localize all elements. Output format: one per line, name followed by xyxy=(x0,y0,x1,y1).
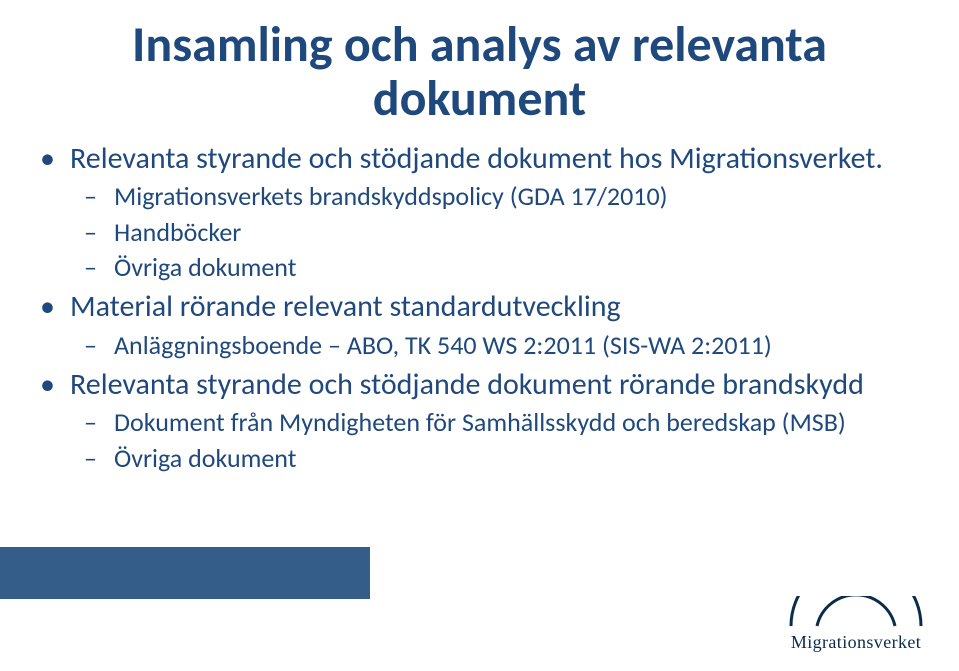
list-item: Anläggningsboende – ABO, TK 540 WS 2:201… xyxy=(114,329,925,362)
bullet-text: Material rörande relevant standardutveck… xyxy=(70,288,621,325)
bullet-text: Relevanta styrande och stödjande dokumen… xyxy=(70,366,864,403)
bullet-list: Relevanta styrande och stödjande dokumen… xyxy=(34,140,925,475)
list-item: Dokument från Myndigheten för Samhällssk… xyxy=(114,406,925,439)
list-item: Migrationsverkets brandskyddspolicy (GDA… xyxy=(114,180,925,213)
list-item: Handböcker xyxy=(114,216,925,249)
sub-list: Anläggningsboende – ABO, TK 540 WS 2:201… xyxy=(70,329,925,362)
sub-list: Dokument från Myndigheten för Samhällssk… xyxy=(70,406,925,475)
logo-text: Migrationsverket xyxy=(791,632,921,653)
list-item: Relevanta styrande och stödjande dokumen… xyxy=(70,366,925,475)
bullet-text: Övriga dokument xyxy=(114,251,296,283)
list-item: Övriga dokument xyxy=(114,251,925,284)
bullet-text: Anläggningsboende – ABO, TK 540 WS 2:201… xyxy=(114,329,772,361)
bullet-text: Relevanta styrande och stödjande dokumen… xyxy=(70,140,883,177)
bullet-text: Dokument från Myndigheten för Samhällssk… xyxy=(114,406,846,438)
footer-bar xyxy=(0,547,370,599)
list-item: Övriga dokument xyxy=(114,442,925,475)
slide: Insamling och analys av relevanta dokume… xyxy=(0,0,959,671)
logo: Migrationsverket xyxy=(781,596,931,653)
logo-icon xyxy=(781,596,931,630)
sub-list: Migrationsverkets brandskyddspolicy (GDA… xyxy=(70,180,925,284)
list-item: Material rörande relevant standardutveck… xyxy=(70,288,925,362)
slide-title: Insamling och analys av relevanta dokume… xyxy=(34,18,925,126)
list-item: Relevanta styrande och stödjande dokumen… xyxy=(70,140,925,284)
bullet-text: Övriga dokument xyxy=(114,442,296,474)
bullet-text: Handböcker xyxy=(114,216,241,248)
bullet-text: Migrationsverkets brandskyddspolicy (GDA… xyxy=(114,180,668,212)
